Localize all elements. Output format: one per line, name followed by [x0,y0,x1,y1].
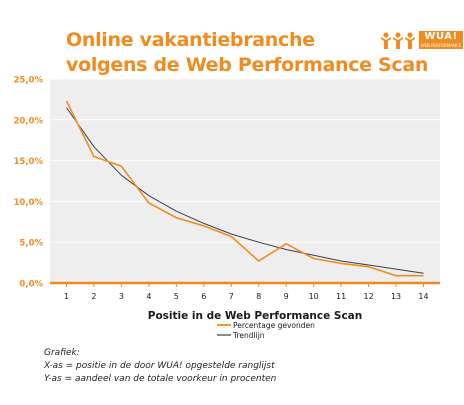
people-icon [381,32,415,49]
x-tick-label: 5 [174,292,179,301]
x-axis-label: Positie in de Web Performance Scan [148,310,362,322]
legend-label: Percentage gevonden [233,321,315,330]
plot-area [50,79,440,283]
y-tick-label: 25,0% [14,76,44,86]
x-tick-label: 3 [119,292,124,301]
logo-subtext: WEB PERFORMANCE [419,43,463,49]
x-tick-label: 2 [91,292,96,301]
title-line-2: volgens de Web Performance Scan [66,54,429,76]
trendline-series [66,107,424,274]
x-tick-label: 9 [284,292,289,301]
x-tick-label: 7 [229,292,234,301]
percentage-series [65,100,424,277]
x-tick-label: 13 [391,292,401,301]
x-tick-label: 11 [336,292,346,301]
notes-heading: Grafiek: [44,348,80,358]
x-tick-label: 10 [309,292,319,301]
y-tick-label: 10,0% [14,198,44,208]
x-tick-label: 14 [418,292,428,301]
line-chart: 0,0%5,0%10,0%15,0%20,0%25,0%1 2 3 4 5 6 7 8 9 10 1… [14,76,440,340]
y-tick-label: 15,0% [14,157,44,167]
title-line-1: Online vakantiebranche [66,29,315,51]
notes-y-axis: Y-as = aandeel van de totale voorkeur in… [44,374,277,384]
x-tick-label: 1 [64,292,69,301]
logo-wordmark: WUA! [419,31,463,43]
legend-label: Trendlijn [232,331,265,340]
y-tick-label: 0,0% [19,280,43,290]
y-tick-label: 20,0% [14,116,44,126]
chart-notes: Grafiek: X-as = positie in de door WUA! … [44,347,276,386]
chart-title: Online vakantiebranche volgens de Web Pe… [66,28,428,78]
notes-x-axis: X-as = positie in de door WUA! opgesteld… [44,361,275,371]
x-tick-label: 12 [363,292,373,301]
x-tick-label: 6 [201,292,206,301]
x-tick-label: 4 [146,292,151,301]
axes: 0,0%5,0%10,0%15,0%20,0%25,0%1 2 3 4 5 6 7 8 9 10 1… [14,76,440,301]
wua-logo: WUA! WEB PERFORMANCE [381,31,463,49]
y-tick-label: 5,0% [19,239,43,249]
x-tick-label: 8 [256,292,261,301]
series-lines [65,100,424,277]
